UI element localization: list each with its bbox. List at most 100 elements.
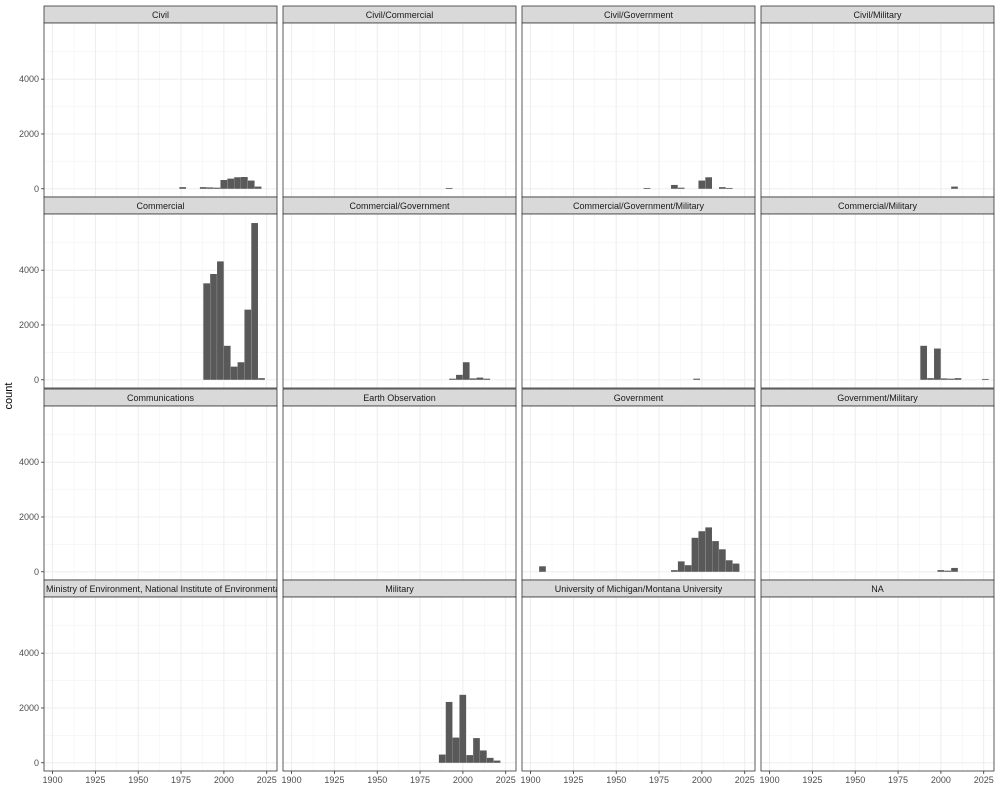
histogram-bar <box>671 570 678 572</box>
histogram-bar <box>643 187 651 189</box>
x-tick-label: 2000 <box>453 775 473 785</box>
facet-plot-area <box>44 23 277 197</box>
facet-strip-label: Government/Military <box>837 393 918 403</box>
histogram-bar <box>493 760 501 763</box>
histogram-bar <box>539 566 546 572</box>
facet-plot-area <box>283 597 516 771</box>
histogram-bar <box>452 737 460 763</box>
facet-panel: Ministry of Environment, National Instit… <box>43 579 278 772</box>
histogram-bar <box>698 180 706 189</box>
histogram-bar <box>206 187 214 189</box>
facet-strip-label: Commercial/Military <box>838 201 918 211</box>
histogram-bar <box>691 537 699 572</box>
histogram-bar <box>223 345 231 380</box>
histogram-bar <box>476 377 484 380</box>
y-tick-label: 0 <box>34 567 39 577</box>
histogram-bar <box>677 561 685 572</box>
facet-strip-label: NA <box>871 584 884 594</box>
histogram-bar <box>951 567 958 572</box>
x-tick-label: 1925 <box>563 775 583 785</box>
facet-panel: NA <box>760 579 995 772</box>
histogram-bar <box>940 378 948 380</box>
facet-panel-border <box>43 596 278 772</box>
histogram-bar <box>712 541 719 572</box>
y-tick-label: 2000 <box>19 129 39 139</box>
facet-strip-label: Commercial/Government <box>349 201 450 211</box>
facet-plot-area <box>522 214 755 388</box>
facet-panel: University of Michigan/Montana Universit… <box>521 579 756 772</box>
y-tick-label: 4000 <box>19 265 39 275</box>
histogram-bar <box>705 177 712 189</box>
histogram-bar <box>732 563 740 572</box>
facet-plot-area <box>761 597 994 771</box>
facet-plot-area <box>761 406 994 580</box>
histogram-bar <box>719 549 726 572</box>
histogram-bar <box>693 378 700 380</box>
histogram-bar <box>725 560 733 572</box>
histogram-bar <box>251 223 258 380</box>
facet-panel-border <box>282 596 517 772</box>
histogram-bar <box>220 180 228 189</box>
x-tick-label: 1950 <box>128 775 148 785</box>
histogram-bar <box>944 570 951 572</box>
facet-panel: Communications <box>43 388 278 581</box>
histogram-bar <box>982 378 989 380</box>
facet-panel: Commercial/Military <box>760 196 995 389</box>
facet-panel: Military <box>282 579 517 772</box>
facet-plot-area <box>522 597 755 771</box>
facet-strip-label: Civil/Military <box>854 10 902 20</box>
facet-panel: Government/Military <box>760 388 995 581</box>
y-tick-label: 4000 <box>19 457 39 467</box>
facet-strip-label: University of Michigan/Montana Universit… <box>555 584 723 594</box>
x-tick-label: 1900 <box>282 775 302 785</box>
histogram-bar <box>483 378 491 380</box>
histogram-bar <box>244 309 252 380</box>
histogram-bar <box>445 187 453 189</box>
histogram-bar <box>179 187 187 189</box>
facet-panel-border <box>760 213 995 389</box>
panels-layer: Civil Civil/Commercial Civil/Government Civ… <box>43 5 995 772</box>
facet-plot-area <box>283 406 516 580</box>
histogram-bar <box>486 757 494 763</box>
facet-strip-label: Military <box>385 584 414 594</box>
facet-strip-label: Commercial/Government/Military <box>573 201 705 211</box>
histogram-bar <box>954 378 962 380</box>
y-tick-label: 0 <box>34 184 39 194</box>
facet-strip-label: Government <box>614 393 664 403</box>
histogram-bar <box>951 186 958 189</box>
facet-strip-label: Earth Observation <box>363 393 436 403</box>
histogram-bar <box>947 378 955 380</box>
facet-panel: Commercial/Government/Military <box>521 196 756 389</box>
histogram-bar <box>254 186 262 189</box>
facet-panel: Earth Observation <box>282 388 517 581</box>
y-tick-label: 0 <box>34 375 39 385</box>
histogram-bar <box>719 187 726 189</box>
facet-strip-label: Civil/Commercial <box>366 10 434 20</box>
x-tick-label: 1950 <box>367 775 387 785</box>
histogram-bar <box>671 184 678 189</box>
histogram-bar <box>469 378 477 380</box>
facet-plot-area <box>44 406 277 580</box>
histogram-bar <box>227 178 234 189</box>
facet-panel-border <box>282 213 517 389</box>
facet-plot-area <box>44 597 277 771</box>
histogram-bar <box>230 366 238 380</box>
facet-plot-area <box>44 214 277 388</box>
histogram-bar <box>927 378 934 380</box>
y-tick-label: 2000 <box>19 320 39 330</box>
facet-plot-area <box>283 214 516 388</box>
histogram-bar <box>920 345 928 380</box>
facet-panel: Commercial/Government <box>282 196 517 389</box>
histogram-bar <box>462 362 470 380</box>
x-tick-label: 1925 <box>802 775 822 785</box>
x-tick-label: 1900 <box>43 775 63 785</box>
histogram-bar <box>203 283 211 380</box>
x-tick-label: 2000 <box>692 775 712 785</box>
histogram-bar <box>449 378 456 380</box>
x-tick-label: 1925 <box>324 775 344 785</box>
facet-strip-label: Civil/Government <box>604 10 674 20</box>
histogram-bar <box>473 738 480 763</box>
facet-panel: Government <box>521 388 756 581</box>
x-tick-label: 1925 <box>85 775 105 785</box>
